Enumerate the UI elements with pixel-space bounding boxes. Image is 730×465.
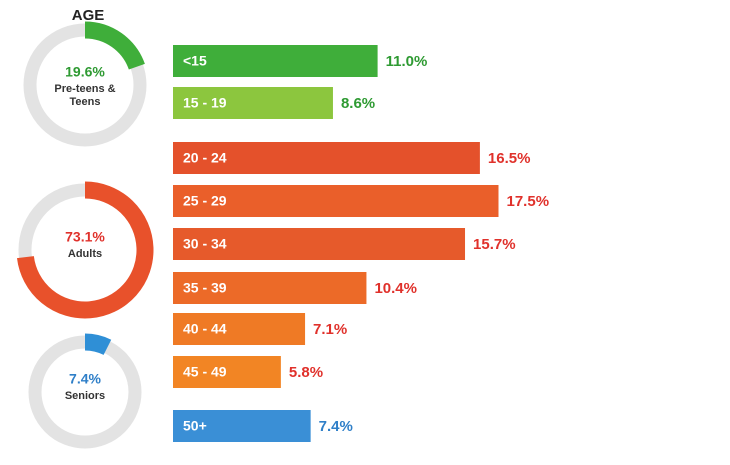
donut-arc xyxy=(84,333,112,356)
bar xyxy=(173,410,311,442)
bar-category-label: 40 - 44 xyxy=(183,321,227,337)
bar xyxy=(173,228,466,260)
donut-value-label: 7.4% xyxy=(69,371,101,387)
bar xyxy=(173,185,499,217)
bar xyxy=(173,87,333,119)
donut-arc xyxy=(84,21,145,70)
donut-category-label: Pre-teens & Teens xyxy=(54,83,116,108)
bar-category-label: <15 xyxy=(183,53,207,69)
bar-value-label: 11.0% xyxy=(386,53,428,70)
bar-value-label: 5.8% xyxy=(289,364,323,381)
bar-category-label: 25 - 29 xyxy=(183,193,227,209)
bar-value-label: 17.5% xyxy=(507,193,550,210)
donut-category-label: Adults xyxy=(67,248,103,260)
bar-category-label: 20 - 24 xyxy=(183,150,227,166)
donut-value-label: 19.6% xyxy=(65,64,105,80)
bar-category-label: 15 - 19 xyxy=(183,95,227,111)
bar-value-label: 8.6% xyxy=(341,95,375,112)
chart-title: AGE xyxy=(72,7,105,24)
bar-category-label: 50+ xyxy=(183,418,207,434)
bar xyxy=(173,142,480,174)
bar-category-label: 30 - 34 xyxy=(183,236,227,252)
bar-category-label: 35 - 39 xyxy=(183,280,227,296)
bar-value-label: 15.7% xyxy=(473,236,516,253)
donut-value-label: 73.1% xyxy=(65,229,105,245)
bar-value-label: 7.1% xyxy=(313,321,347,338)
bar-value-label: 16.5% xyxy=(488,150,531,167)
bar-category-label: 45 - 49 xyxy=(183,364,227,380)
bar xyxy=(173,313,306,345)
donut-arc xyxy=(16,181,154,319)
bar-value-label: 10.4% xyxy=(374,280,417,297)
bar xyxy=(173,272,367,304)
bar xyxy=(173,356,281,388)
donut-category-label: Seniors xyxy=(64,390,106,402)
bar xyxy=(173,45,378,77)
bar-value-label: 7.4% xyxy=(319,418,353,435)
